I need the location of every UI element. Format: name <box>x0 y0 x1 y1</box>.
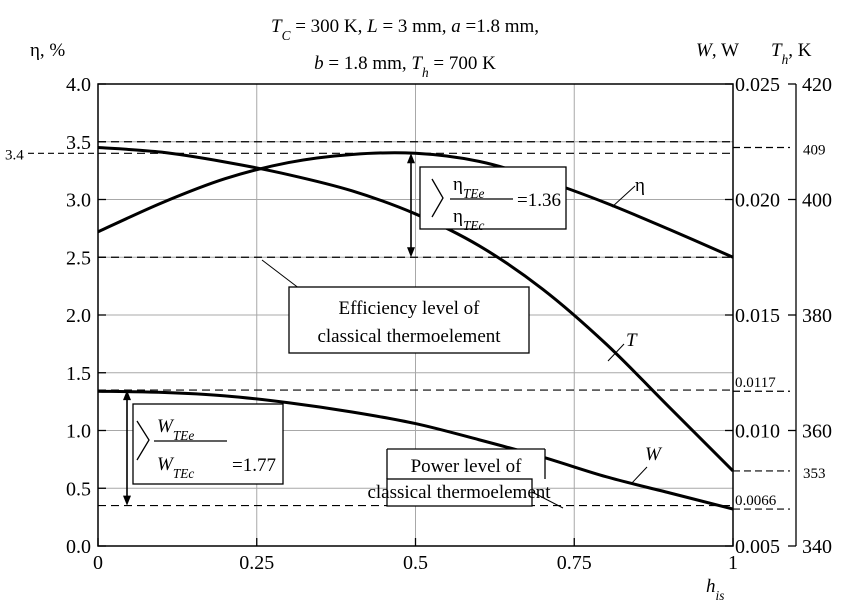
axis-ticks: 0 0.25 0.5 0.75 1 0.0 0.5 1.0 1.5 2.0 2.5 3.0 3.5 4.0… <box>5 74 832 574</box>
y-right-w-ref-label: 0.0066 <box>735 493 777 509</box>
y-right-w-ref-label: 0.0117 <box>735 375 776 391</box>
x-tick-label: 0.5 <box>403 552 428 574</box>
power-level-text-2: classical thermoelement <box>367 482 551 503</box>
y-right-t-tick-label: 360 <box>802 421 832 443</box>
y-axis-left-label: η, % <box>30 40 65 61</box>
x-tick-label: 0.25 <box>239 552 274 574</box>
y-left-extra-label: 3.4 <box>5 147 24 163</box>
efficiency-level-annotation: Efficiency level of classical thermoelem… <box>261 259 530 354</box>
chart-title-line-1: TC = 300 K, L = 3 mm, a =1.8 mm, <box>271 16 539 43</box>
efficiency-ratio-arrow <box>407 153 415 258</box>
efficiency-ratio-annotation: ηTEe ηTEc =1.36 <box>419 166 567 233</box>
y-left-tick-label: 4.0 <box>66 74 91 96</box>
y-left-tick-label: 0.5 <box>66 478 91 500</box>
efficiency-level-text-1: Efficiency level of <box>338 298 480 319</box>
y-right-w-tick-label: 0.025 <box>735 74 780 96</box>
x-tick-label: 0.75 <box>557 552 592 574</box>
series-line-W <box>97 389 734 511</box>
y-right-t-tick-label: 420 <box>802 74 832 96</box>
power-level-text-1: Power level of <box>411 456 522 477</box>
y-axis-right-power-label: W, W <box>696 40 739 61</box>
y-right-t-tick-label: 380 <box>802 305 832 327</box>
power-level-annotation: Power level of classical thermoelement <box>367 448 564 509</box>
power-ratio-numerator: WTEe <box>157 416 194 443</box>
arrow-head-down <box>407 247 415 258</box>
eta-curve-label: η <box>635 175 645 196</box>
arrow-head-up <box>123 390 131 401</box>
y-left-tick-label: 2.0 <box>66 305 91 327</box>
x-tick-label: 0 <box>93 552 103 574</box>
series-line-eta <box>97 151 734 259</box>
arrow-head-up <box>407 153 415 164</box>
y-left-tick-label: 0.0 <box>66 536 91 558</box>
y-axis-right-temperature-label: Th, K <box>771 40 812 67</box>
y-left-tick-label: 3.5 <box>66 132 91 154</box>
w-curve-label: W <box>645 444 663 465</box>
y-right-t-ref-label: 409 <box>803 143 826 159</box>
y-right-t-tick-label: 340 <box>802 536 832 558</box>
power-ratio-denominator: WTEc <box>157 454 194 481</box>
y-right-t-tick-label: 400 <box>802 190 832 212</box>
y-left-tick-label: 1.5 <box>66 363 91 385</box>
y-left-tick-label: 2.5 <box>66 247 91 269</box>
y-right-w-tick-label: 0.020 <box>735 190 780 212</box>
power-ratio-value: =1.77 <box>232 455 276 476</box>
efficiency-ratio-numerator: ηTEe <box>453 174 484 201</box>
x-tick-label: 1 <box>728 552 738 574</box>
efficiency-ratio-value: =1.36 <box>517 190 561 211</box>
x-axis-label: his <box>706 576 724 603</box>
arrow-head-down <box>123 495 131 506</box>
power-ratio-annotation: WTEe WTEc =1.77 <box>132 403 284 485</box>
curve-labels: η T W <box>607 175 663 485</box>
y-left-tick-label: 1.0 <box>66 421 91 443</box>
y-right-w-tick-label: 0.010 <box>735 421 780 443</box>
y-left-tick-label: 3.0 <box>66 190 91 212</box>
y-right-w-tick-label: 0.005 <box>735 536 780 558</box>
y-right-w-tick-label: 0.015 <box>735 305 780 327</box>
efficiency-level-text-2: classical thermoelement <box>317 326 501 347</box>
chart-title-line-2: b = 1.8 mm, Th = 700 K <box>314 53 496 80</box>
y-right-t-ref-label: 353 <box>803 466 826 482</box>
t-curve-label: T <box>626 330 638 351</box>
power-ratio-arrow <box>123 390 131 506</box>
ratio-arrows <box>123 153 415 506</box>
efficiency-ratio-denominator: ηTEc <box>453 206 484 233</box>
